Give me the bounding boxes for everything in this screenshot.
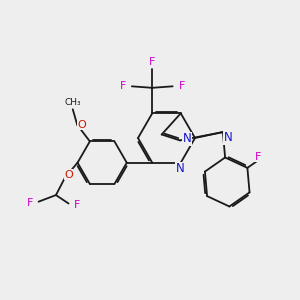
Text: CH₃: CH₃	[64, 98, 81, 107]
Text: N: N	[224, 131, 233, 144]
Text: O: O	[77, 120, 86, 130]
Text: F: F	[255, 152, 261, 162]
Text: F: F	[74, 200, 80, 210]
Text: N: N	[183, 132, 192, 146]
Text: O: O	[64, 170, 73, 180]
Text: F: F	[149, 57, 155, 67]
Text: F: F	[178, 81, 185, 91]
Text: N: N	[176, 162, 184, 175]
Text: F: F	[120, 81, 126, 91]
Text: F: F	[27, 198, 33, 208]
